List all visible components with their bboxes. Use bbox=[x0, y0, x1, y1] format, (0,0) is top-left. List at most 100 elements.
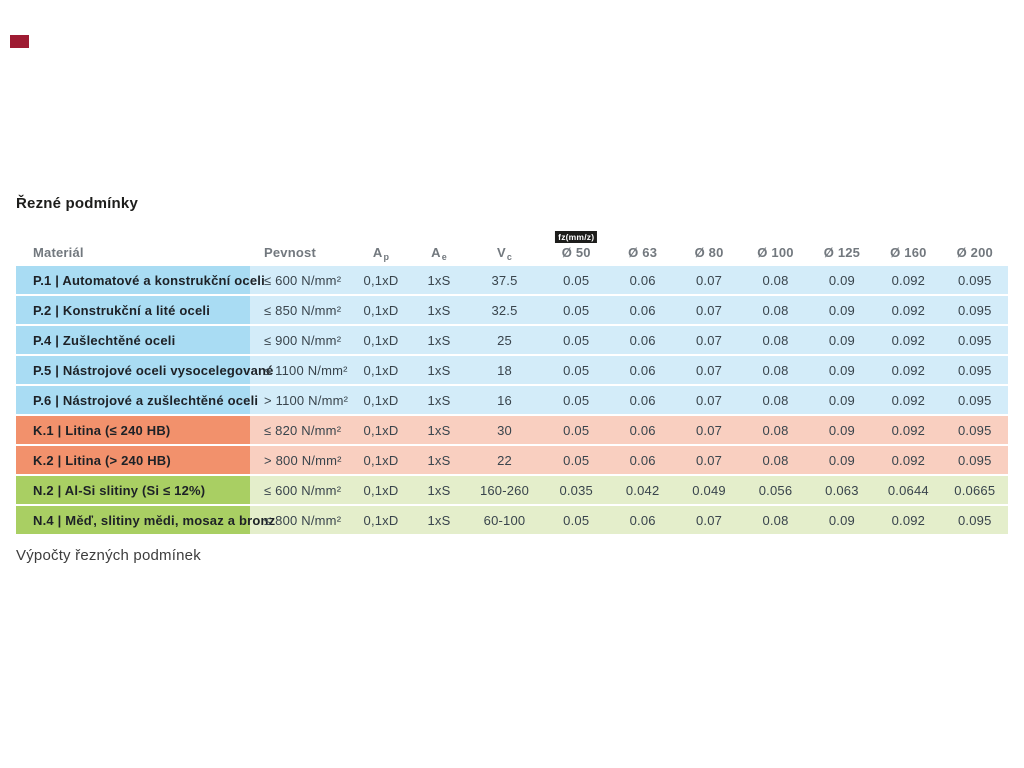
material-cell: K.1 | Litina (≤ 240 HB) bbox=[16, 416, 250, 444]
material-cell: P.6 | Nástrojové a zušlechtěné oceli bbox=[16, 386, 258, 414]
fz-cell: 0.0644 bbox=[887, 482, 929, 498]
material-cell: P.5 | Nástrojové oceli vysocelegované bbox=[16, 356, 273, 384]
fz-cell: 0.05 bbox=[563, 452, 590, 468]
fz-cell: 0.0665 bbox=[954, 482, 996, 498]
fz-cell: 0.05 bbox=[563, 302, 590, 318]
strength-cell: ≤ 600 N/mm² bbox=[264, 482, 342, 498]
col-header-d50: fz(mm/z) Ø 50 bbox=[543, 231, 609, 266]
fz-cell: 0.09 bbox=[828, 512, 855, 528]
fz-cell: 0.08 bbox=[762, 272, 789, 288]
strength-cell: > 1100 N/mm² bbox=[264, 392, 349, 408]
fz-cell: 0.092 bbox=[891, 332, 926, 348]
col-header-d63: Ø 63 bbox=[628, 245, 658, 260]
fz-cell: 0.07 bbox=[696, 512, 723, 528]
strength-cell: ≤ 900 N/mm² bbox=[264, 332, 342, 348]
table-row: N.4 | Měď, slitiny mědi, mosaz a bronz ≤… bbox=[16, 506, 1008, 534]
ap-cell: 0,1xD bbox=[363, 392, 399, 408]
fz-cell: 0.06 bbox=[629, 362, 656, 378]
strength-cell: ≤ 820 N/mm² bbox=[264, 422, 342, 438]
fz-cell: 0.09 bbox=[828, 332, 855, 348]
table-body: P.1 | Automatové a konstrukční oceli ≤ 6… bbox=[16, 266, 1008, 534]
fz-cell: 0.09 bbox=[828, 392, 855, 408]
col-header-vc-sub: c bbox=[506, 252, 513, 262]
table-row: P.5 | Nástrojové oceli vysocelegované ≤ … bbox=[16, 356, 1008, 384]
col-header-ap-sub: p bbox=[383, 252, 390, 262]
ap-cell: 0,1xD bbox=[363, 482, 399, 498]
fz-cell: 0.05 bbox=[563, 332, 590, 348]
fz-cell: 0.095 bbox=[958, 392, 992, 408]
fz-cell: 0.06 bbox=[629, 422, 656, 438]
section-heading-calculations: Výpočty řezných podmínek bbox=[16, 547, 201, 564]
fz-cell: 0.092 bbox=[891, 302, 926, 318]
ae-cell: 1xS bbox=[427, 362, 451, 378]
fz-unit-badge: fz(mm/z) bbox=[555, 231, 598, 243]
fz-cell: 0.095 bbox=[958, 452, 992, 468]
vc-cell: 18 bbox=[497, 362, 512, 378]
fz-cell: 0.049 bbox=[692, 482, 726, 498]
col-header-strength: Pevnost bbox=[264, 245, 316, 260]
table-row: P.6 | Nástrojové a zušlechtěné oceli > 1… bbox=[16, 386, 1008, 414]
material-cell: K.2 | Litina (> 240 HB) bbox=[16, 446, 250, 474]
fz-cell: 0.08 bbox=[762, 392, 789, 408]
fz-cell: 0.09 bbox=[828, 452, 855, 468]
fz-cell: 0.07 bbox=[696, 302, 723, 318]
ae-cell: 1xS bbox=[427, 422, 451, 438]
table-row: P.4 | Zušlechtěné oceli ≤ 900 N/mm² 0,1x… bbox=[16, 326, 1008, 354]
fz-cell: 0.07 bbox=[696, 452, 723, 468]
ap-cell: 0,1xD bbox=[363, 512, 399, 528]
fz-cell: 0.06 bbox=[629, 272, 656, 288]
fz-cell: 0.07 bbox=[696, 362, 723, 378]
fz-cell: 0.06 bbox=[629, 512, 656, 528]
col-header-d200: Ø 200 bbox=[956, 245, 993, 260]
fz-cell: 0.05 bbox=[563, 422, 590, 438]
fz-cell: 0.09 bbox=[828, 302, 855, 318]
vc-cell: 37.5 bbox=[491, 272, 518, 288]
col-header-d50-label: Ø 50 bbox=[561, 245, 591, 260]
fz-cell: 0.09 bbox=[828, 362, 855, 378]
ap-cell: 0,1xD bbox=[363, 362, 399, 378]
ae-cell: 1xS bbox=[427, 272, 451, 288]
table-row: K.1 | Litina (≤ 240 HB) ≤ 820 N/mm² 0,1x… bbox=[16, 416, 1008, 444]
fz-cell: 0.07 bbox=[696, 332, 723, 348]
fz-cell: 0.08 bbox=[762, 452, 789, 468]
fz-cell: 0.095 bbox=[958, 332, 992, 348]
vc-cell: 30 bbox=[497, 422, 512, 438]
fz-cell: 0.092 bbox=[891, 422, 926, 438]
fz-cell: 0.095 bbox=[958, 272, 992, 288]
fz-cell: 0.06 bbox=[629, 332, 656, 348]
vc-cell: 22 bbox=[497, 452, 512, 468]
col-header-d160: Ø 160 bbox=[890, 245, 927, 260]
material-cell: P.1 | Automatové a konstrukční oceli bbox=[16, 266, 265, 294]
fz-cell: 0.05 bbox=[563, 512, 590, 528]
material-cell: P.4 | Zušlechtěné oceli bbox=[16, 326, 250, 354]
fz-cell: 0.095 bbox=[958, 362, 992, 378]
strength-cell: ≤ 1100 N/mm² bbox=[264, 362, 348, 378]
fz-cell: 0.095 bbox=[958, 302, 992, 318]
vc-cell: 25 bbox=[497, 332, 512, 348]
fz-cell: 0.08 bbox=[762, 332, 789, 348]
ap-cell: 0,1xD bbox=[363, 332, 399, 348]
fz-cell: 0.07 bbox=[696, 272, 723, 288]
fz-cell: 0.092 bbox=[891, 452, 926, 468]
fz-cell: 0.09 bbox=[828, 272, 855, 288]
fz-cell: 0.05 bbox=[563, 362, 590, 378]
ap-cell: 0,1xD bbox=[363, 452, 399, 468]
table-row: K.2 | Litina (> 240 HB) > 800 N/mm² 0,1x… bbox=[16, 446, 1008, 474]
page-title: Řezné podmínky bbox=[16, 195, 138, 212]
fz-cell: 0.092 bbox=[891, 392, 926, 408]
col-header-d125: Ø 125 bbox=[823, 245, 861, 260]
vc-cell: 160-260 bbox=[479, 482, 530, 498]
fz-cell: 0.056 bbox=[758, 482, 793, 498]
material-cell: N.4 | Měď, slitiny mědi, mosaz a bronz bbox=[16, 506, 275, 534]
fz-cell: 0.06 bbox=[629, 392, 656, 408]
fz-cell: 0.063 bbox=[825, 482, 859, 498]
col-header-ae-sub: e bbox=[441, 252, 447, 262]
fz-cell: 0.09 bbox=[828, 422, 855, 438]
fz-cell: 0.08 bbox=[762, 302, 789, 318]
ae-cell: 1xS bbox=[427, 332, 451, 348]
fz-cell: 0.092 bbox=[891, 272, 926, 288]
